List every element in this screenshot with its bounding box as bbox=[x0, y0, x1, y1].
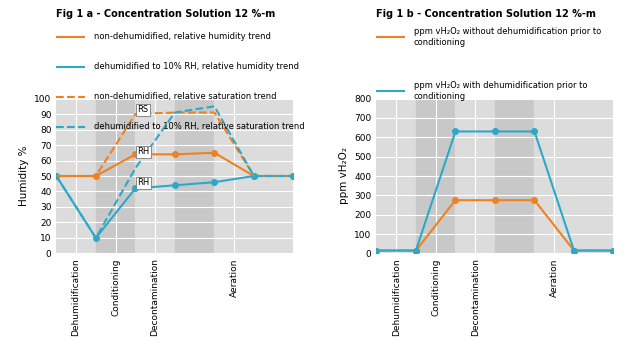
Text: RH: RH bbox=[137, 178, 150, 187]
Bar bbox=[135, 99, 175, 253]
Text: RH: RH bbox=[137, 147, 150, 156]
Bar bbox=[56, 99, 96, 253]
Bar bbox=[175, 99, 214, 253]
Text: RS: RS bbox=[137, 106, 148, 114]
Bar bbox=[254, 99, 294, 253]
Text: non-dehumidified, relative humidity trend: non-dehumidified, relative humidity tren… bbox=[94, 32, 271, 42]
Text: dehumidified to 10% RH, relative humidity trend: dehumidified to 10% RH, relative humidit… bbox=[94, 62, 299, 71]
Text: Fig 1 a - Concentration Solution 12 %-m: Fig 1 a - Concentration Solution 12 %-m bbox=[56, 9, 275, 19]
Bar bbox=[456, 99, 495, 253]
Bar bbox=[96, 99, 135, 253]
Y-axis label: Humidity %: Humidity % bbox=[19, 146, 29, 206]
Bar bbox=[574, 99, 613, 253]
Bar bbox=[535, 99, 574, 253]
Bar bbox=[376, 99, 416, 253]
Bar bbox=[214, 99, 254, 253]
Bar bbox=[495, 99, 535, 253]
Text: ppm vH₂O₂ without dehumidification prior to
conditioning: ppm vH₂O₂ without dehumidification prior… bbox=[414, 27, 601, 47]
Text: ppm vH₂O₂ with dehumidification prior to
conditioning: ppm vH₂O₂ with dehumidification prior to… bbox=[414, 81, 587, 101]
Text: dehumidified to 10% RH, relative saturation trend: dehumidified to 10% RH, relative saturat… bbox=[94, 122, 304, 131]
Text: non-dehumidified, relative saturation trend: non-dehumidified, relative saturation tr… bbox=[94, 92, 277, 101]
Text: Fig 1 b - Concentration Solution 12 %-m: Fig 1 b - Concentration Solution 12 %-m bbox=[376, 9, 597, 19]
Y-axis label: ppm vH₂O₂: ppm vH₂O₂ bbox=[339, 147, 349, 205]
Bar bbox=[416, 99, 456, 253]
